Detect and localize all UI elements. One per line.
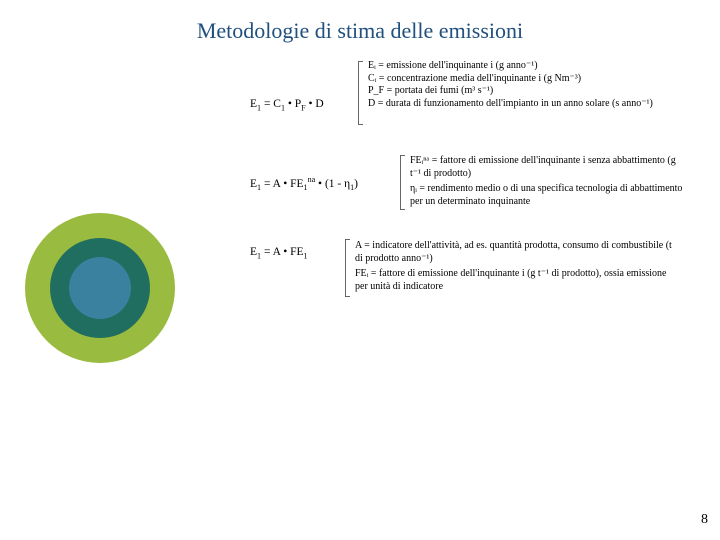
def-1-3: D = durata di funzionamento dell'impiant… — [368, 98, 678, 111]
def-2-0: FEᵢⁿᵃ = fattore di emissione dell'inquin… — [410, 155, 685, 180]
def-3-0: A = indicatore dell'attività, ad es. qua… — [355, 240, 675, 265]
def-1-0: Eᵢ = emissione dell'inquinante i (g anno… — [368, 60, 678, 73]
page-number: 8 — [701, 512, 708, 528]
formula-3: E1 = A • FE1 — [250, 245, 308, 261]
def-2-1: ηᵢ = rendimento medio o di una specifica… — [410, 183, 685, 208]
def-1-2: P_F = portata dei fumi (m³ s⁻¹) — [368, 85, 678, 98]
defs-2: FEᵢⁿᵃ = fattore di emissione dell'inquin… — [410, 155, 685, 208]
formula-2: E1 = A • FE1na • (1 - η1) — [250, 175, 358, 193]
defs-1: Eᵢ = emissione dell'inquinante i (g anno… — [368, 60, 678, 110]
formula-1: E1 = C1 • PF • D — [250, 97, 324, 113]
defs-3: A = indicatore dell'attività, ad es. qua… — [355, 240, 675, 293]
brace-3 — [345, 239, 350, 297]
page-title: Metodologie di stima delle emissioni — [0, 0, 720, 44]
def-3-1: FEᵢ = fattore di emissione dell'inquinan… — [355, 268, 675, 293]
circle-inner — [69, 257, 131, 319]
def-1-1: Cᵢ = concentrazione media dell'inquinant… — [368, 73, 678, 86]
brace-2 — [400, 155, 405, 210]
brace-1 — [358, 61, 363, 125]
